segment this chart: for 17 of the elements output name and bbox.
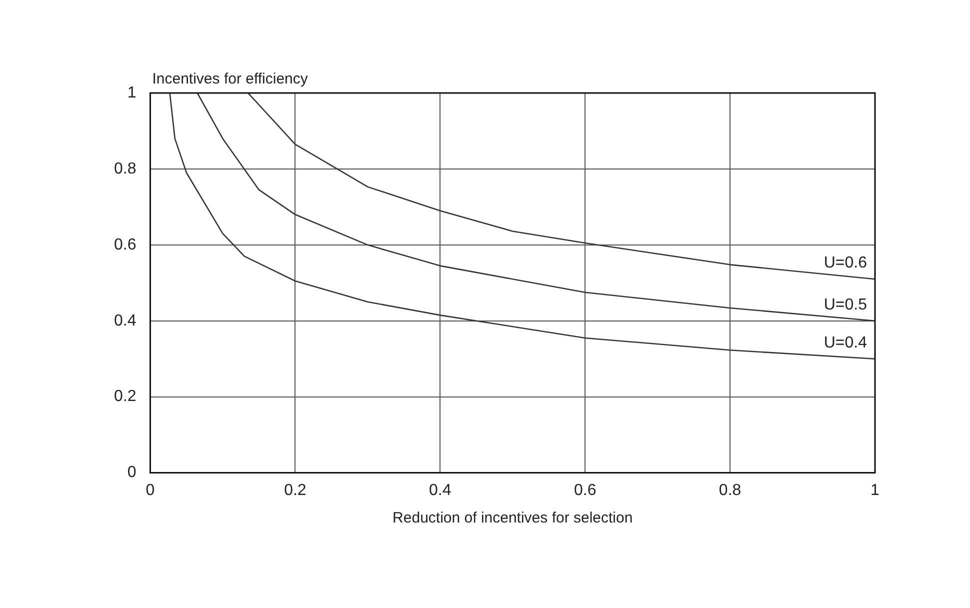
x-axis-title: Reduction of incentives for selection <box>392 509 633 526</box>
x-tick-label: 0.4 <box>429 482 452 499</box>
x-tick-label: 0 <box>146 482 155 499</box>
y-tick-label: 0.6 <box>114 236 136 254</box>
y-tick-label: 0.8 <box>114 160 136 178</box>
y-tick-label: 0.2 <box>114 388 136 406</box>
series-label: U=0.4 <box>824 334 868 352</box>
y-axis-title: Incentives for efficiency <box>152 70 308 88</box>
x-tick-label: 0.2 <box>284 482 306 499</box>
y-tick-label: 0.4 <box>114 312 136 330</box>
series-label: U=0.5 <box>824 296 868 314</box>
y-tick-label: 1 <box>127 84 136 102</box>
x-tick-label: 0.8 <box>718 482 742 499</box>
series-label: U=0.6 <box>824 254 868 272</box>
x-tick-label: 1 <box>870 482 880 499</box>
y-tick-label: 0 <box>127 464 136 482</box>
x-tick-label: 0.6 <box>574 482 596 499</box>
